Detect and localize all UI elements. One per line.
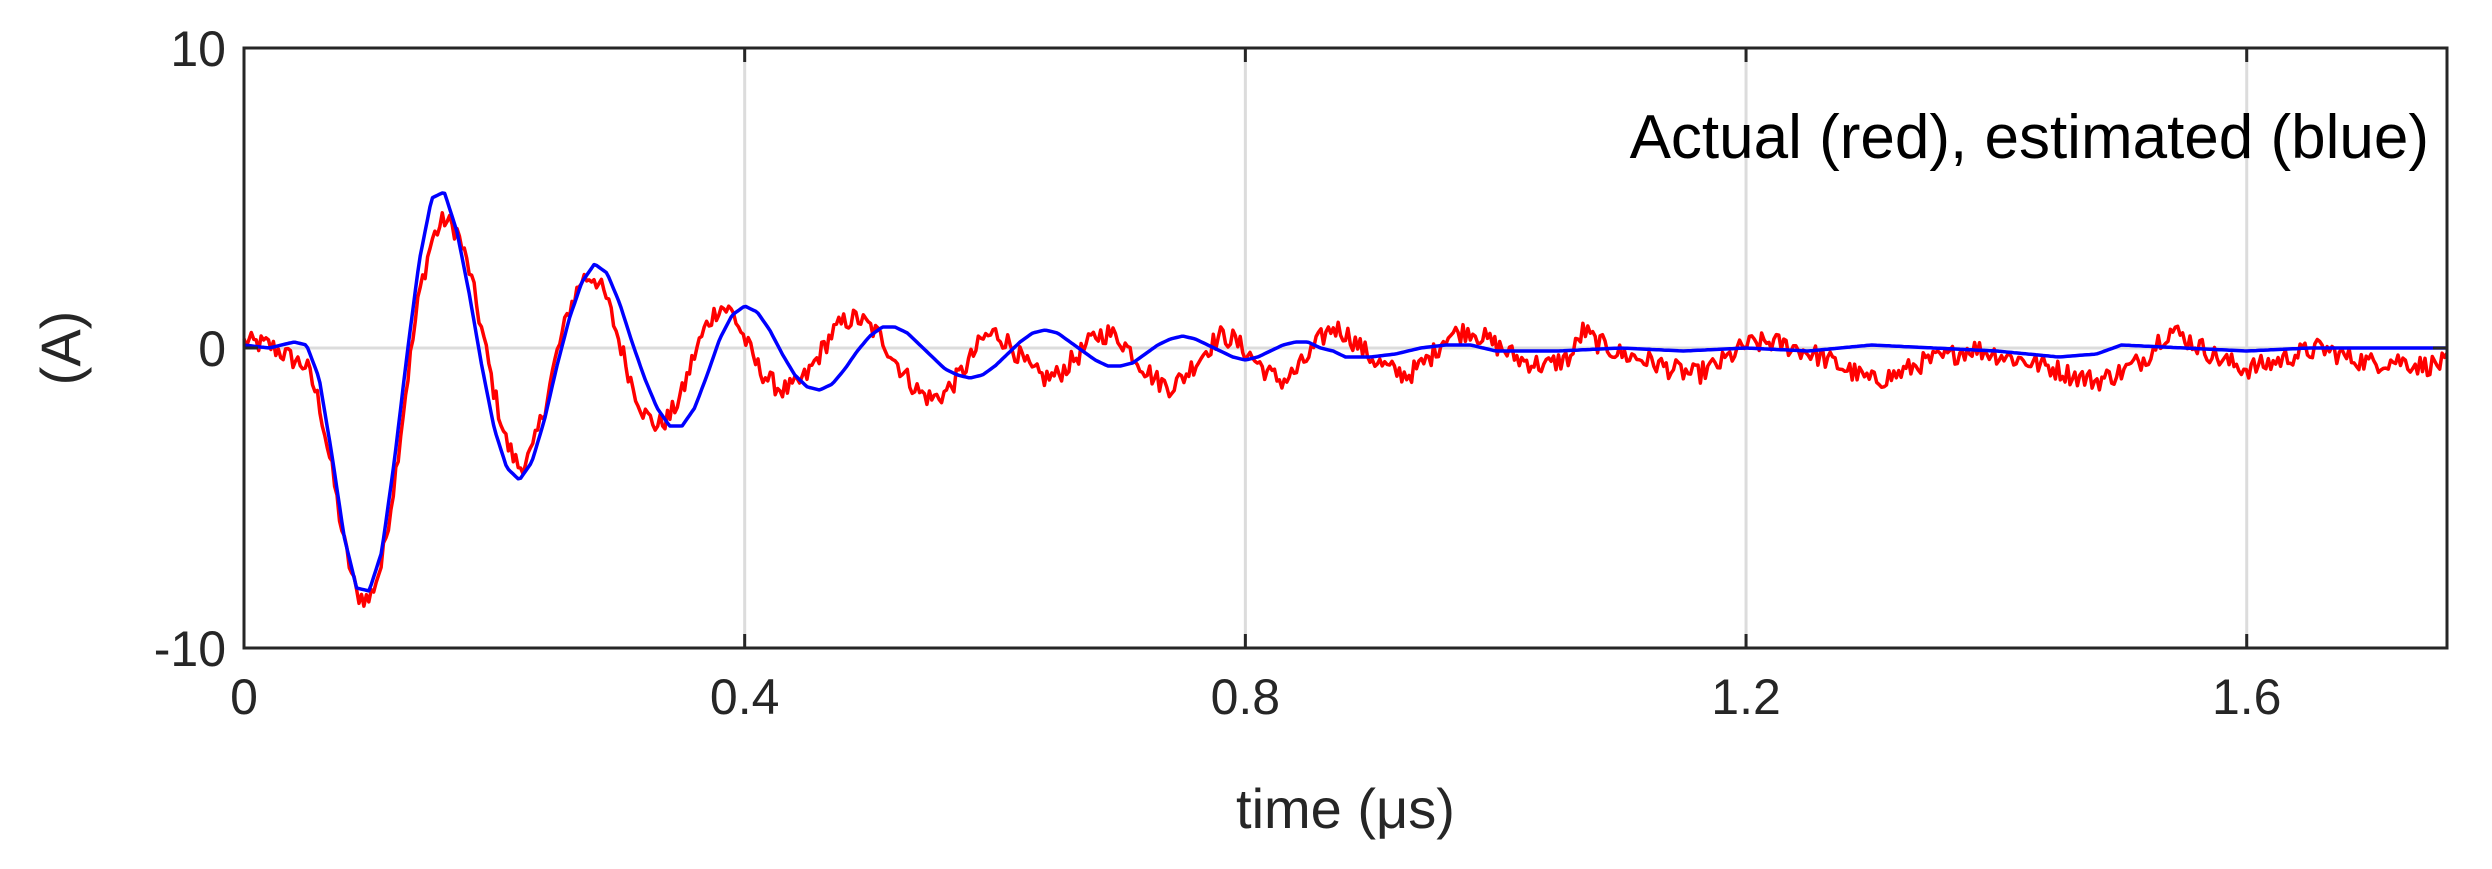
- x-tick-label: 0.4: [710, 669, 780, 725]
- y-tick-label: -10: [154, 621, 226, 677]
- y-axis-label: (A): [29, 311, 92, 386]
- series-line-estimated: [243, 191, 2447, 593]
- series-layer: [242, 191, 2449, 608]
- x-tick-label: 1.6: [2212, 669, 2282, 725]
- y-tick-label: 10: [170, 21, 226, 77]
- x-tick-label: 0: [230, 669, 258, 725]
- x-tick-label: 1.2: [1711, 669, 1781, 725]
- series-line-actual: [242, 211, 2449, 608]
- tick-marks: [242, 46, 2447, 650]
- legend-annotation: Actual (red), estimated (blue): [1630, 103, 2429, 172]
- x-axis-label: time (μs): [1236, 777, 1455, 840]
- y-tick-label: 0: [198, 321, 226, 377]
- x-tick-label: 0.8: [1211, 669, 1281, 725]
